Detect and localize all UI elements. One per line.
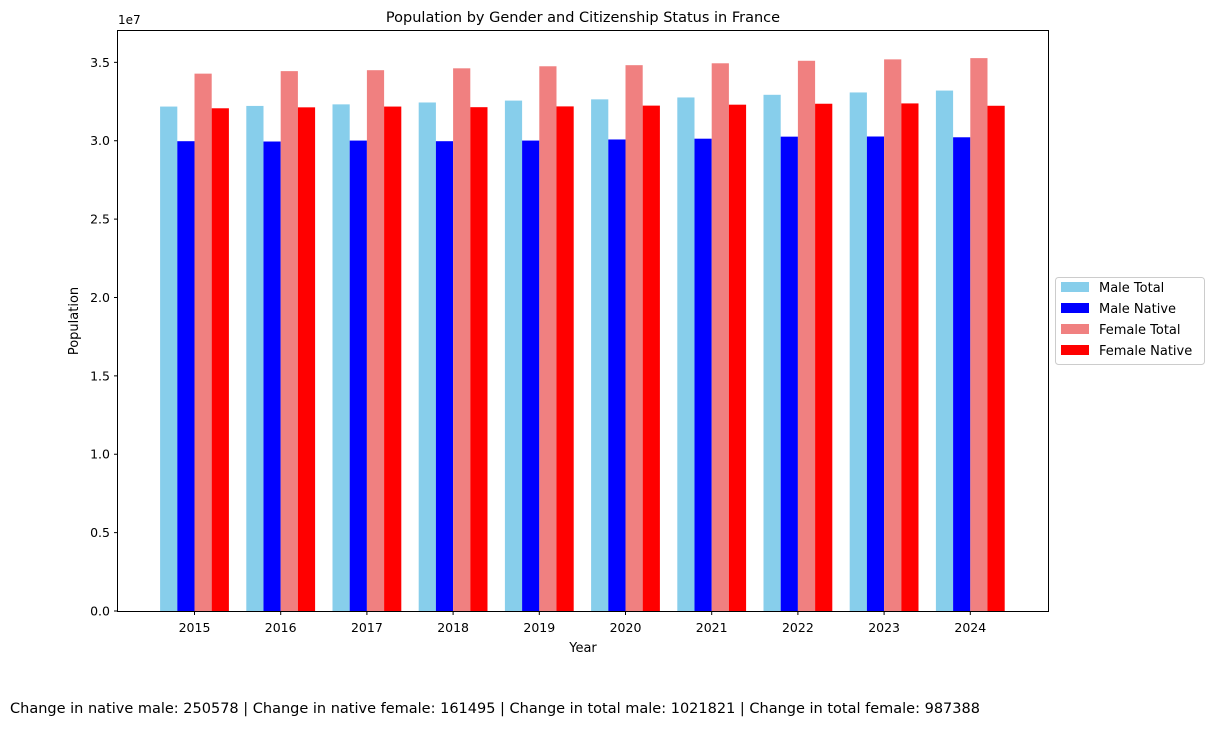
- bar-female-native-2024: [987, 105, 1005, 612]
- legend-label-male-total: Male Total: [1099, 281, 1164, 296]
- bars-layer: [160, 58, 1005, 612]
- bar-female-total-2017: [366, 70, 385, 611]
- bar-female-native-2018: [470, 107, 488, 612]
- legend-swatch-female-native: [1061, 345, 1089, 355]
- bar-male-native-2023: [866, 136, 885, 611]
- y-tick-label: 0.0: [90, 604, 110, 619]
- legend-swatch-female-total: [1061, 324, 1089, 334]
- y-tick-label: 2.0: [90, 290, 110, 305]
- bar-female-native-2015: [211, 108, 229, 611]
- bar-female-total-2015: [194, 73, 212, 611]
- bar-female-total-2021: [711, 63, 729, 612]
- chart-title: Population by Gender and Citizenship Sta…: [386, 10, 780, 26]
- bar-female-total-2020: [625, 65, 643, 612]
- legend-swatch-male-total: [1061, 282, 1089, 292]
- bar-male-native-2016: [263, 141, 281, 611]
- change-summary-footnote: Change in native male: 250578 | Change i…: [10, 701, 980, 717]
- bar-male-native-2015: [177, 141, 195, 611]
- x-tick-label: 2020: [610, 620, 642, 635]
- bar-male-total-2015: [160, 106, 178, 611]
- bar-female-total-2019: [539, 66, 557, 611]
- bar-male-native-2017: [349, 140, 367, 611]
- x-tick-label: 2018: [437, 620, 469, 635]
- y-tick-label: 3.5: [90, 55, 110, 70]
- bar-male-total-2016: [246, 105, 264, 612]
- y-tick-label: 1.0: [90, 447, 110, 462]
- bar-male-native-2021: [694, 138, 712, 611]
- x-tick-label: 2015: [179, 620, 211, 635]
- bar-female-native-2021: [728, 104, 747, 612]
- y-offset-label: 1e7: [118, 13, 141, 27]
- y-axis: 0.0 0.5 1.0 1.5 2.0 2.5 3.0 3.5: [90, 55, 118, 619]
- x-tick-label: 2022: [782, 620, 814, 635]
- bar-male-total-2021: [677, 97, 695, 611]
- bar-female-total-2024: [970, 58, 988, 612]
- chart: 0.00.51.01.52.02.53.03.5 2015 2016 2017 201…: [67, 10, 1205, 656]
- x-tick-label: 2017: [351, 620, 383, 635]
- bar-female-native-2016: [297, 107, 316, 611]
- bar-male-total-2023: [849, 92, 867, 611]
- legend-label-female-native: Female Native: [1099, 344, 1192, 359]
- bar-female-total-2018: [453, 68, 471, 611]
- bar-male-total-2020: [591, 99, 609, 611]
- x-tick-label: 2023: [868, 620, 900, 635]
- legend-swatch-male-native: [1061, 303, 1089, 313]
- x-tick-label: 2019: [523, 620, 555, 635]
- bar-female-native-2019: [556, 106, 574, 612]
- x-axis-label: Year: [568, 641, 597, 656]
- bar-male-native-2024: [953, 137, 971, 611]
- bar-male-total-2019: [504, 100, 523, 611]
- legend: Male Total Male Native Female Total Female …: [1055, 277, 1205, 365]
- legend-label-female-total: Female Total: [1099, 323, 1181, 338]
- y-axis-label: Population: [67, 287, 82, 355]
- y-tick-label: 2.5: [90, 212, 110, 227]
- x-tick-label: 2016: [265, 620, 297, 635]
- x-tick-label: 2021: [696, 620, 728, 635]
- bar-male-native-2020: [608, 139, 626, 612]
- bar-female-total-2022: [797, 60, 816, 611]
- y-tick-label: 0.5: [90, 525, 110, 540]
- bar-male-native-2018: [435, 141, 454, 611]
- y-tick-label: 1.5: [90, 368, 110, 383]
- plot-frame: [117, 30, 1049, 612]
- bar-male-total-2022: [763, 94, 781, 612]
- bar-female-native-2023: [901, 103, 919, 612]
- legend-label-male-native: Male Native: [1099, 302, 1176, 317]
- bar-female-native-2017: [384, 106, 402, 611]
- bar-female-total-2023: [884, 59, 902, 612]
- legend-frame: [1055, 277, 1205, 365]
- x-axis: 2015 2016 2017 2018 2019 2020 2021 2022 2023 2024: [179, 611, 986, 635]
- bar-female-native-2022: [815, 103, 833, 612]
- bar-female-total-2016: [280, 71, 298, 611]
- bar-male-total-2024: [935, 90, 954, 611]
- bar-female-native-2020: [642, 105, 660, 612]
- x-tick-label: 2024: [954, 620, 986, 635]
- bar-male-native-2022: [780, 136, 798, 611]
- bar-male-total-2017: [332, 104, 350, 612]
- bar-male-total-2018: [418, 102, 436, 611]
- bar-male-native-2019: [522, 140, 540, 611]
- y-tick-label: 3.0: [90, 133, 110, 148]
